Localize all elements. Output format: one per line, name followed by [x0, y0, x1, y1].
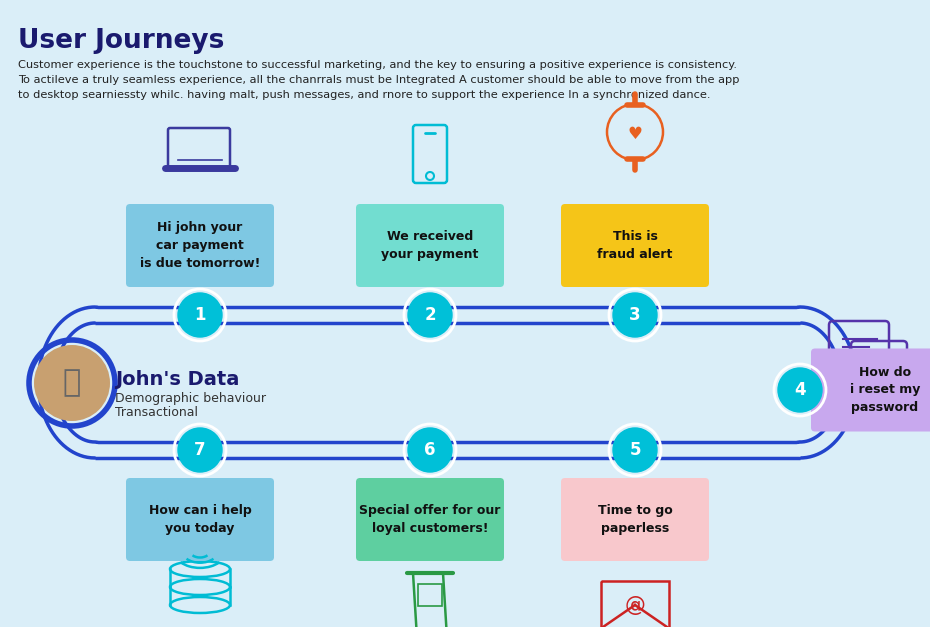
Text: Demographic behaviour: Demographic behaviour	[115, 392, 266, 405]
Text: 7: 7	[194, 441, 206, 459]
Text: John's Data: John's Data	[115, 370, 239, 389]
FancyBboxPatch shape	[561, 478, 709, 561]
Text: 3: 3	[630, 306, 641, 324]
Text: Hi john your
car payment
is due tomorrow!: Hi john your car payment is due tomorrow…	[140, 221, 260, 270]
FancyBboxPatch shape	[126, 478, 274, 561]
Circle shape	[34, 345, 110, 421]
Text: to desktop searniessty whilc. having malt, push messages, and rnore to support t: to desktop searniessty whilc. having mal…	[18, 90, 711, 100]
Text: 1: 1	[194, 306, 206, 324]
Text: 4: 4	[794, 381, 805, 399]
Text: This is
fraud alert: This is fraud alert	[597, 230, 672, 261]
Circle shape	[408, 293, 452, 337]
Circle shape	[408, 428, 452, 472]
FancyBboxPatch shape	[561, 204, 709, 287]
Text: How can i help
you today: How can i help you today	[149, 504, 251, 535]
FancyBboxPatch shape	[356, 478, 504, 561]
Text: Time to go
paperless: Time to go paperless	[598, 504, 672, 535]
Text: 👤: 👤	[63, 369, 81, 398]
Text: Special offer for our
loyal customers!: Special offer for our loyal customers!	[359, 504, 500, 535]
Text: 6: 6	[424, 441, 436, 459]
Text: We received
your payment: We received your payment	[381, 230, 479, 261]
Text: How do
i reset my
password: How do i reset my password	[850, 366, 920, 414]
Circle shape	[613, 428, 657, 472]
Circle shape	[178, 293, 222, 337]
Text: User Journeys: User Journeys	[18, 28, 224, 54]
Text: 5: 5	[630, 441, 641, 459]
Text: ♥: ♥	[628, 125, 643, 143]
Circle shape	[778, 368, 822, 412]
Text: 2: 2	[424, 306, 436, 324]
Text: Customer experience is the touchstone to successful marketing, and the key to en: Customer experience is the touchstone to…	[18, 60, 737, 70]
FancyBboxPatch shape	[811, 349, 930, 431]
Text: Transactional: Transactional	[115, 406, 198, 419]
Circle shape	[178, 428, 222, 472]
FancyBboxPatch shape	[126, 204, 274, 287]
Circle shape	[613, 293, 657, 337]
Text: To actileve a truly seamless experience, all the chanrrals must be Integrated A : To actileve a truly seamless experience,…	[18, 75, 739, 85]
Text: @: @	[625, 595, 645, 615]
FancyBboxPatch shape	[356, 204, 504, 287]
